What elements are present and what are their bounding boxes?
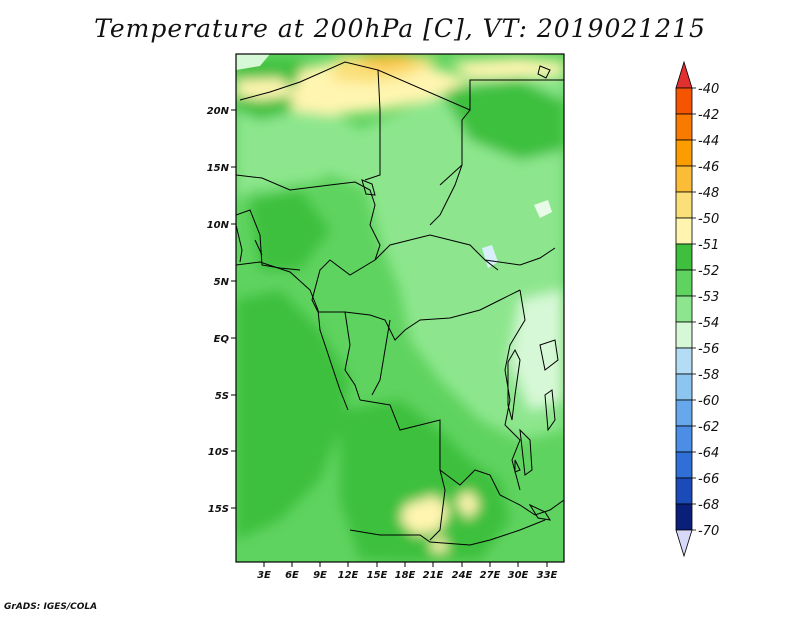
lon-label: 33E — [537, 570, 558, 581]
colorbar-low-triangle — [675, 529, 693, 558]
credit-text: GrADS: IGES/COLA — [4, 602, 98, 612]
colorbar-label: -46 — [698, 160, 719, 175]
colorbar-label: -70 — [698, 524, 719, 539]
colorbar-swatch — [675, 191, 693, 219]
colorbar-label: -48 — [698, 186, 719, 201]
lat-label: 5N — [214, 277, 230, 288]
colorbar-label: -58 — [698, 368, 719, 383]
lon-label: 30E — [508, 570, 529, 581]
colorbar-label: -42 — [698, 108, 719, 123]
colorbar-swatch — [675, 87, 693, 115]
colorbar-swatch — [675, 321, 693, 349]
colorbar-swatch — [675, 347, 693, 375]
colorbar-swatch — [675, 477, 693, 505]
lat-label: EQ — [214, 334, 230, 345]
colorbar-label: -40 — [698, 82, 719, 97]
lat-label: 10N — [207, 220, 230, 231]
colorbar-label: -51 — [698, 238, 719, 253]
lat-labels: 20N 15N 10N 5N EQ 5S 10S 15S — [207, 106, 230, 515]
lon-label: 15E — [367, 570, 388, 581]
colorbar-swatch — [675, 503, 693, 531]
colorbar-swatch — [675, 399, 693, 427]
lat-label: 20N — [207, 106, 230, 117]
colorbar-swatch — [675, 373, 693, 401]
map-title: Temperature at 200hPa [C], VT: 201902121… — [94, 14, 706, 43]
colorbar-swatch — [675, 243, 693, 271]
lat-label: 15S — [208, 504, 229, 515]
map-frame — [235, 53, 565, 563]
colorbar-high-triangle — [675, 60, 693, 89]
colorbar-swatch — [675, 295, 693, 323]
lon-label: 21E — [423, 570, 444, 581]
colorbar-swatch — [675, 451, 693, 479]
lon-ticks — [263, 562, 548, 567]
colorbar-label: -54 — [698, 316, 719, 331]
colorbar-label: -50 — [698, 212, 719, 227]
colorbar-label: -62 — [698, 420, 719, 435]
temperature-field — [236, 54, 564, 562]
colorbar-swatch — [675, 425, 693, 453]
lon-label: 27E — [480, 570, 501, 581]
colorbar-swatch — [675, 217, 693, 245]
lon-label: 6E — [285, 570, 299, 581]
colorbar-swatch — [675, 139, 693, 167]
lon-label: 3E — [257, 570, 271, 581]
colorbar-swatch — [675, 113, 693, 141]
colorbar-label: -53 — [698, 290, 719, 305]
colorbar-label: -56 — [698, 342, 719, 357]
lat-ticks — [231, 109, 236, 509]
lat-label: 15N — [207, 163, 230, 174]
lon-label: 24E — [452, 570, 473, 581]
colorbar: -40 -42 -44 -46 -48 -50 -51 -52 -53 -54 -56 -58 -60 -… — [675, 60, 719, 558]
lon-label: 9E — [313, 570, 327, 581]
country-borders — [236, 61, 564, 546]
lat-label: 10S — [208, 447, 229, 458]
colorbar-label: -52 — [698, 264, 719, 279]
colorbar-label: -68 — [698, 498, 719, 513]
lon-label: 18E — [395, 570, 416, 581]
colorbar-label: -66 — [698, 472, 719, 487]
colorbar-label: -44 — [698, 134, 719, 149]
lon-labels: 3E 6E 9E 12E 15E 18E 21E 24E 27E 30E 33E — [257, 570, 557, 581]
colorbar-label: -60 — [698, 394, 719, 409]
colorbar-label: -64 — [698, 446, 719, 461]
lat-label: 5S — [215, 391, 229, 402]
colorbar-swatch — [675, 165, 693, 193]
lon-label: 12E — [338, 570, 359, 581]
colorbar-swatch — [675, 269, 693, 297]
